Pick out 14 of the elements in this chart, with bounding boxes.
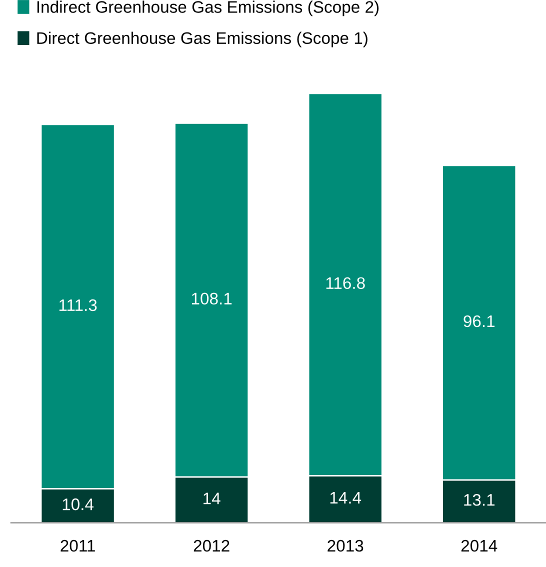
- data-label: 111.3: [59, 299, 97, 312]
- x-tick-label: 2011: [60, 540, 95, 552]
- data-label: 10.4: [62, 498, 94, 510]
- data-label: 14: [204, 492, 220, 504]
- data-label: 96.1: [464, 315, 495, 328]
- data-label: 116.8: [326, 277, 365, 289]
- x-tick-label: 2013: [328, 540, 364, 552]
- data-label: 108.1: [192, 292, 232, 305]
- data-label: 14.4: [330, 492, 362, 504]
- x-tick-label: 2012: [194, 540, 230, 552]
- legend-label: Indirect Greenhouse Gas Emissions (Scope 2): [37, 0, 379, 16]
- legend-label: Direct Greenhouse Gas Emissions (Scope 1): [37, 32, 368, 48]
- data-label: 13.1: [464, 494, 495, 506]
- x-tick-label: 2014: [461, 540, 498, 552]
